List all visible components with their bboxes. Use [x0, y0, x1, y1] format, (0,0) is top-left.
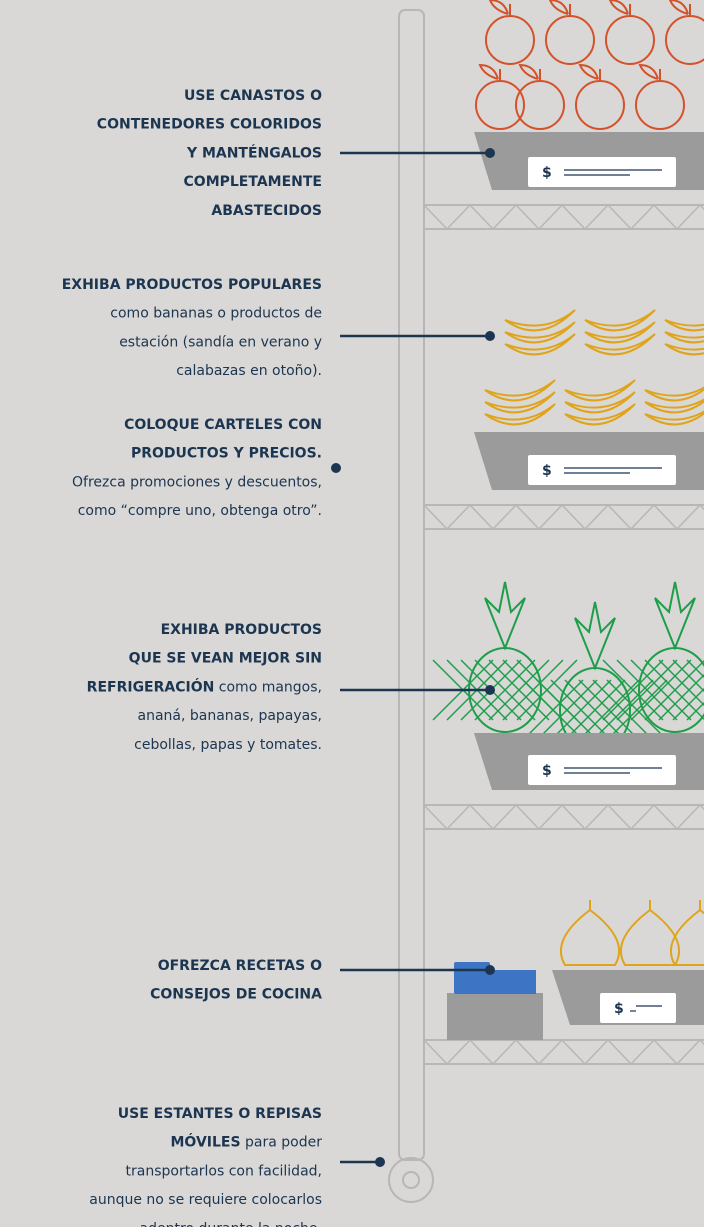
connector-dot [375, 1157, 385, 1167]
callout-line: CONTENEDORES COLORIDOS [97, 117, 322, 133]
callout-line: USE ESTANTES O REPISAS [118, 1106, 322, 1122]
callout-line: QUE SE VEAN MEJOR SIN [129, 651, 322, 667]
callout-line: Y MANTÉNGALOS [186, 144, 322, 161]
page: $ $ $ $ USE CANASTOS O CONTENEDORES COLORIDOS… [0, 0, 704, 1227]
callout-text: transportarlos con facilidad, [126, 1163, 323, 1179]
callout-line: estación (sandía en verano y [119, 334, 322, 350]
price-symbol: $ [614, 1001, 624, 1017]
callout-line: como bananas o productos de [110, 306, 322, 322]
callout-line: calabazas en otoño). [176, 363, 322, 379]
callout-heading: Y MANTÉNGALOS [186, 144, 322, 161]
callout-heading: MÓVILES [171, 1133, 241, 1151]
callout-text: adentro durante la noche. [140, 1221, 322, 1227]
callout-text: estación (sandía en verano y [119, 334, 322, 350]
callout-heading: OFREZCA RECETAS O [158, 958, 322, 974]
callout-text: como “compre uno, obtenga otro”. [78, 503, 322, 519]
callout-heading: EXHIBA PRODUCTOS POPULARES [62, 277, 322, 293]
callout-heading: USE CANASTOS O [184, 88, 322, 104]
callout-heading: CONSEJOS DE COCINA [150, 987, 322, 1003]
callout-heading: ABASTECIDOS [211, 203, 322, 219]
connector-dot [331, 463, 341, 473]
callout-line: REFRIGERACIÓN como mangos, [87, 677, 322, 695]
price-symbol: $ [542, 763, 552, 779]
callout-text: cebollas, papas y tomates. [134, 737, 322, 753]
callout-heading: COMPLETAMENTE [184, 174, 322, 190]
callout-heading: CONTENEDORES COLORIDOS [97, 117, 322, 133]
callout-line: COLOQUE CARTELES CON [124, 417, 322, 433]
callout-line: Ofrezca promociones y descuentos, [72, 474, 322, 490]
callout-line: ananá, bananas, papayas, [138, 708, 323, 724]
callout-text: calabazas en otoño). [176, 363, 322, 379]
callout-text: aunque no se requiere colocarlos [89, 1192, 322, 1208]
callout-line: cebollas, papas y tomates. [134, 737, 322, 753]
callout-heading: COLOQUE CARTELES CON [124, 417, 322, 433]
callout-line: EXHIBA PRODUCTOS POPULARES [62, 277, 322, 293]
recipe-box [447, 993, 543, 1040]
callout-line: transportarlos con facilidad, [126, 1163, 323, 1179]
callout-line: como “compre uno, obtenga otro”. [78, 503, 322, 519]
callout-line: USE CANASTOS O [184, 88, 322, 104]
callout-heading: PRODUCTOS Y PRECIOS. [131, 446, 322, 462]
callout-line: MÓVILES para poder [171, 1133, 323, 1151]
callout-heading: USE ESTANTES O REPISAS [118, 1106, 322, 1122]
callout-line: adentro durante la noche. [140, 1221, 322, 1227]
callout-line: CONSEJOS DE COCINA [150, 987, 322, 1003]
callout-text: como bananas o productos de [110, 306, 322, 322]
callout-heading: EXHIBA PRODUCTOS [161, 622, 322, 638]
connector-dot [485, 148, 495, 158]
callout-line: COMPLETAMENTE [184, 174, 322, 190]
callout-line: OFREZCA RECETAS O [158, 958, 322, 974]
callout-line: aunque no se requiere colocarlos [89, 1192, 322, 1208]
price-symbol: $ [542, 463, 552, 479]
infographic: $ $ $ $ USE CANASTOS O CONTENEDORES COLORIDOS… [0, 0, 704, 1227]
callout-text: para poder [241, 1135, 323, 1151]
recipe-card [488, 970, 536, 994]
callout-line: ABASTECIDOS [211, 203, 322, 219]
callout-heading: QUE SE VEAN MEJOR SIN [129, 651, 322, 667]
callout-heading: REFRIGERACIÓN [87, 677, 215, 695]
callout-text: como mangos, [214, 679, 322, 695]
recipe-card [454, 962, 490, 994]
connector-dot [485, 331, 495, 341]
callout-line: EXHIBA PRODUCTOS [161, 622, 322, 638]
callout-text: Ofrezca promociones y descuentos, [72, 474, 322, 490]
connector-dot [485, 965, 495, 975]
connector-dot [485, 685, 495, 695]
price-tag [600, 993, 676, 1023]
price-symbol: $ [542, 165, 552, 181]
callout-line: PRODUCTOS Y PRECIOS. [131, 446, 322, 462]
callout-text: ananá, bananas, papayas, [138, 708, 323, 724]
